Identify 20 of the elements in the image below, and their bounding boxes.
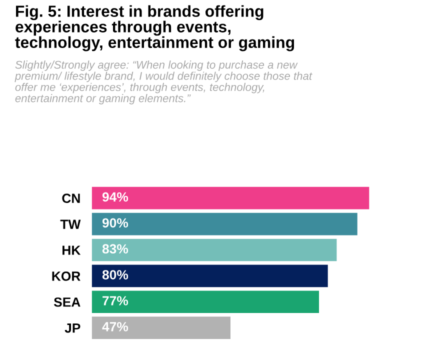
y-tick-label: SEA: [54, 297, 80, 307]
data-label: 94%: [102, 192, 128, 202]
data-label: 77%: [102, 296, 128, 306]
data-label: 47%: [102, 322, 128, 332]
y-tick-label: HK: [62, 246, 81, 255]
y-tick-label: TW: [60, 220, 81, 229]
bar: [92, 264, 328, 288]
data-label: 90%: [102, 218, 128, 228]
chart-title: Fig. 5: Interest in brands offering experiences through events, technology, entertainment or gaming: [15, 5, 294, 52]
bar: [92, 290, 319, 314]
y-tick-label: CN: [62, 194, 80, 203]
bar: [92, 316, 230, 339]
bar: [92, 212, 358, 236]
data-label: 83%: [102, 244, 128, 254]
chart-subtitle: Slightly/Strongly agree: “When looking to purchase a new premium/ lifestyle brand, I would definitely choose those that offer me ‘experiences’, through events, technology, entertainment or gaming elements.”: [14, 60, 312, 104]
data-label: 80%: [102, 270, 128, 280]
bar: [92, 238, 337, 262]
y-tick-label: JP: [64, 324, 80, 333]
y-tick-label: KOR: [52, 272, 80, 281]
bar: [92, 186, 370, 210]
